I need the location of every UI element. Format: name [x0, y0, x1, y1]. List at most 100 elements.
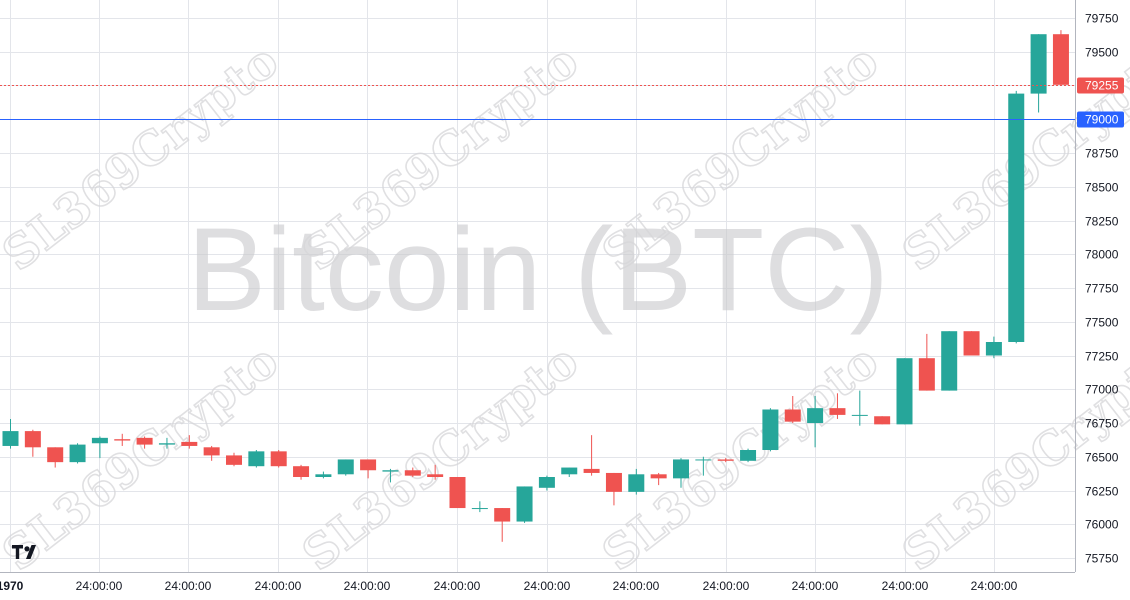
candle-up[interactable] — [807, 396, 824, 448]
candle-up[interactable] — [158, 437, 175, 449]
x-tick-label: 24:00:00 — [613, 579, 660, 593]
candle-down[interactable] — [226, 452, 242, 467]
candle-down[interactable] — [829, 393, 846, 419]
candle-up[interactable] — [315, 471, 332, 479]
price-badge-bg — [1077, 77, 1124, 94]
candle-body — [181, 441, 198, 446]
candle-down[interactable] — [449, 477, 466, 509]
logo-t-shape — [12, 545, 23, 559]
candle-body — [628, 474, 645, 492]
candle-down[interactable] — [47, 447, 64, 468]
candle-up[interactable] — [695, 456, 712, 476]
candle-down[interactable] — [360, 459, 377, 479]
candle-body — [650, 474, 667, 479]
candle-up[interactable] — [851, 390, 868, 426]
candle-body — [449, 477, 466, 509]
candle-body — [360, 459, 377, 471]
candle-body — [337, 459, 354, 475]
candle-body — [829, 408, 846, 415]
candle-down[interactable] — [427, 464, 444, 480]
y-tick-label: 78500 — [1085, 181, 1119, 195]
candle-down[interactable] — [717, 458, 734, 463]
candle-up[interactable] — [538, 475, 555, 491]
candle-body — [963, 331, 980, 356]
candle-body — [203, 447, 220, 456]
candle-up[interactable] — [896, 358, 913, 425]
candle-body — [114, 439, 131, 441]
candle-up[interactable] — [471, 501, 488, 513]
candle-down[interactable] — [270, 450, 287, 468]
x-tick-label: 1970 — [0, 579, 24, 593]
candle-up[interactable] — [762, 408, 779, 452]
x-tick-label: 24:00:00 — [344, 579, 391, 593]
candle-down[interactable] — [650, 472, 667, 486]
candle-down[interactable] — [874, 416, 891, 425]
candle-up[interactable] — [985, 336, 1002, 359]
y-tick-label: 76250 — [1085, 485, 1119, 499]
price-lines — [0, 85, 1075, 120]
candle-up[interactable] — [628, 468, 645, 495]
candle-up[interactable] — [673, 458, 689, 488]
candle-body — [427, 474, 444, 477]
candle-body — [136, 437, 153, 445]
candle-body — [762, 409, 779, 450]
candle-down[interactable] — [494, 508, 511, 542]
candle-down[interactable] — [24, 429, 41, 457]
x-tick-label: 24:00:00 — [703, 579, 750, 593]
price-badge-label: 79255 — [1085, 79, 1119, 93]
y-tick-label: 75750 — [1085, 552, 1119, 566]
candle-up[interactable] — [69, 443, 86, 464]
x-axis[interactable]: 1970 24:00:00 24:00:00 24:00:00 24:00:00 24:0… — [0, 579, 1018, 593]
candle-down[interactable] — [136, 436, 153, 449]
candle-up[interactable] — [248, 450, 265, 468]
candle-body — [1052, 34, 1069, 85]
candle-up[interactable] — [382, 468, 399, 483]
candle-down[interactable] — [181, 435, 198, 449]
candle-down[interactable] — [203, 445, 220, 461]
candle-up[interactable] — [1008, 90, 1025, 344]
candle-down[interactable] — [404, 467, 421, 477]
candle-body — [1030, 34, 1047, 94]
price-badge-bg — [1077, 111, 1124, 128]
candle-body — [941, 331, 958, 391]
y-tick-label: 76000 — [1085, 518, 1119, 532]
candle-up[interactable] — [1030, 34, 1047, 113]
y-tick-label: 79750 — [1085, 12, 1119, 26]
candle-up[interactable] — [561, 467, 578, 477]
candle-down[interactable] — [1052, 30, 1069, 85]
candle-down[interactable] — [114, 433, 131, 446]
candle-up[interactable] — [2, 418, 19, 449]
candle-body — [270, 451, 287, 467]
candle-body — [583, 468, 600, 473]
candle-down[interactable] — [583, 435, 600, 476]
candle-body — [2, 431, 19, 446]
candles — [2, 30, 1069, 542]
candle-body — [673, 459, 689, 479]
candle-down[interactable] — [918, 333, 935, 391]
candle-body — [717, 459, 734, 461]
candle-up[interactable] — [337, 459, 354, 476]
candle-body — [226, 455, 242, 465]
logo-slash — [26, 545, 36, 559]
candle-body — [293, 466, 310, 477]
tradingview-logo-icon[interactable] — [12, 545, 36, 559]
x-tick-label: 24:00:00 — [165, 579, 212, 593]
x-tick-label: 24:00:00 — [792, 579, 839, 593]
candle-up[interactable] — [516, 486, 533, 523]
candle-up[interactable] — [941, 331, 958, 391]
candle-body — [471, 508, 488, 510]
candle-body — [851, 414, 868, 416]
y-tick-label: 76500 — [1085, 451, 1119, 465]
candle-down[interactable] — [293, 464, 310, 480]
candle-down[interactable] — [784, 396, 801, 423]
candle-body — [605, 472, 622, 492]
candle-body — [248, 451, 265, 467]
x-tick-label: 24:00:00 — [524, 579, 571, 593]
y-tick-label: 78000 — [1085, 248, 1119, 262]
candle-down[interactable] — [963, 331, 980, 356]
price-badge-label: 79000 — [1085, 113, 1119, 127]
candle-down[interactable] — [605, 472, 622, 506]
candle-up[interactable] — [91, 436, 108, 459]
candle-up[interactable] — [740, 448, 757, 463]
